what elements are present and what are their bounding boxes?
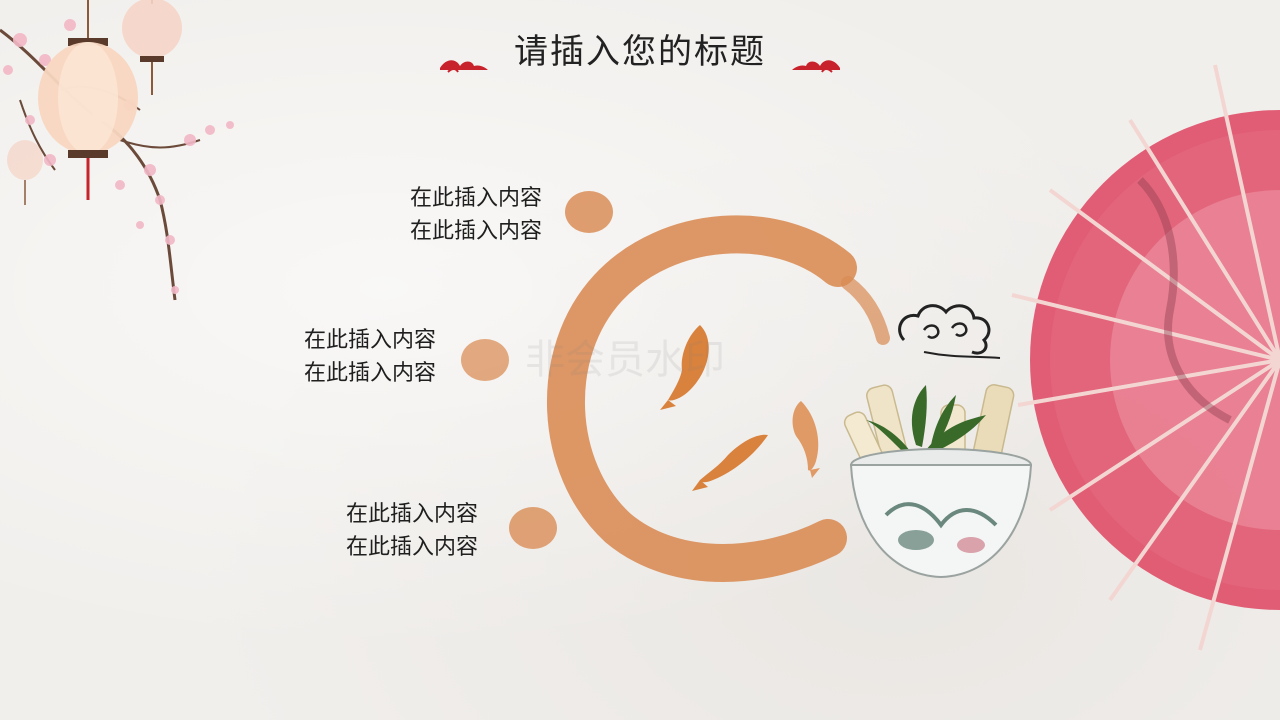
content-item-2: 在此插入内容 在此插入内容 (254, 324, 436, 390)
auspicious-cloud-icon (898, 304, 1001, 359)
pot (849, 448, 1033, 579)
content-item-2-line1: 在此插入内容 (303, 328, 436, 353)
cloud-ornament-left-icon (440, 60, 488, 73)
ink-dot-2 (461, 339, 509, 381)
ink-dot-3 (509, 507, 557, 549)
paper-umbrella-illustration (1011, 64, 1280, 651)
content-item-3: 在此插入内容 在此插入内容 (296, 498, 478, 564)
page-title: 请插入您的标题 (514, 32, 766, 72)
koi-fish-icon (792, 401, 820, 478)
content-item-1-line2: 在此插入内容 (409, 219, 542, 244)
content-item-2-line2: 在此插入内容 (303, 361, 436, 386)
watermark: 非会员水印 (525, 337, 725, 383)
content-item-3-line2: 在此插入内容 (345, 535, 478, 560)
cloud-ornament-right-icon (792, 60, 840, 73)
koi-fish-icon (692, 434, 768, 491)
blossom-lantern-decoration (0, 0, 234, 301)
lantern-tiny (7, 140, 43, 205)
content-item-1-line1: 在此插入内容 (409, 186, 542, 211)
content-item-1: 在此插入内容 在此插入内容 (360, 182, 542, 248)
lantern-small (122, 0, 182, 95)
plant-leaves (866, 385, 986, 455)
content-item-3-line1: 在此插入内容 (345, 502, 478, 527)
ink-brush-circle (547, 215, 890, 582)
lantern-large (38, 0, 138, 200)
umbrella-ribs (1011, 64, 1280, 651)
scroll-pot-illustration (843, 384, 1033, 579)
ink-dot-1 (565, 191, 613, 233)
koi-fish-icon (660, 325, 709, 410)
